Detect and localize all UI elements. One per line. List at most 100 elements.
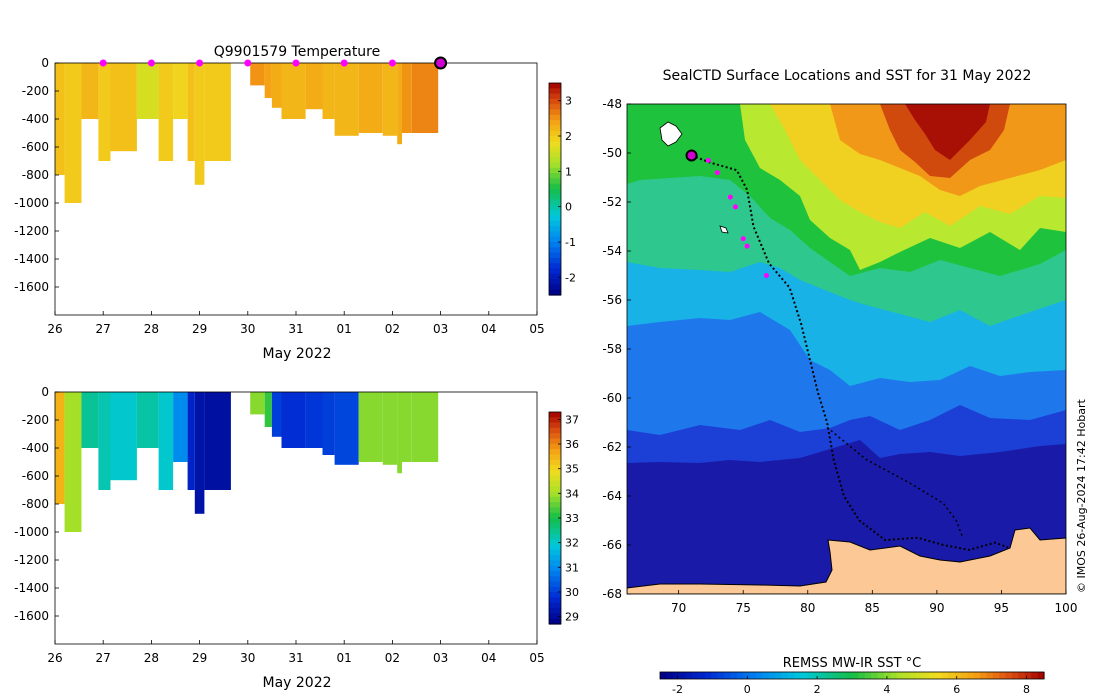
salinity-colorbar-segment xyxy=(549,528,561,535)
sst-colorbar-segment xyxy=(775,672,783,679)
sst-colorbar-segment xyxy=(788,672,795,679)
map-lon-tick-label: 95 xyxy=(994,601,1009,615)
temperature-colorbar-segment xyxy=(549,215,561,222)
temperature-profile-cell xyxy=(98,63,111,161)
imos-watermark: © IMOS 26-Aug-2024 17:42 Hobart xyxy=(1075,399,1088,593)
salinity-colorbar-segment xyxy=(549,518,561,524)
temperature-colorbar-segment xyxy=(549,263,561,270)
map-lat-tick-label: -50 xyxy=(602,146,622,160)
profile-marker xyxy=(388,59,396,67)
profile-marker xyxy=(244,59,252,67)
salinity-y-tick-label: 0 xyxy=(41,385,49,399)
map-lon-tick-label: 75 xyxy=(736,601,751,615)
temperature-colorbar-segment xyxy=(549,220,561,227)
salinity-y-tick-label: -800 xyxy=(22,497,49,511)
salinity-y-tick-label: -600 xyxy=(22,469,49,483)
map-lon-tick-label: 70 xyxy=(671,601,686,615)
salinity-colorbar-segment xyxy=(549,533,561,540)
sst-colorbar-segment xyxy=(884,672,891,679)
temperature-x-tick-label: 30 xyxy=(240,322,255,336)
sst-colorbar-segment xyxy=(730,672,738,679)
profile-location-point xyxy=(727,194,733,200)
sst-colorbar-segment xyxy=(826,672,834,679)
salinity-panel: 0 -200 -400 -600 -800 -1000 -1200 -1400 -1600 26… xyxy=(14,385,579,691)
sst-colorbar-segment xyxy=(960,672,968,679)
salinity-colorbar-segment xyxy=(549,608,561,614)
temperature-xlabel: May 2022 xyxy=(262,346,331,362)
salinity-colorbar-segment xyxy=(549,571,561,577)
salinity-colorbar-segment xyxy=(549,459,561,466)
temperature-profile-cell xyxy=(305,63,323,110)
salinity-profiles xyxy=(55,392,439,532)
temperature-profile-cell xyxy=(397,63,402,145)
temperature-profile-cell xyxy=(173,63,188,119)
temperature-profile-cell xyxy=(281,63,306,119)
temperature-profile-cell xyxy=(81,63,99,119)
salinity-profile-cell xyxy=(358,392,383,462)
temperature-colorbar-segment xyxy=(549,273,561,280)
salinity-x-tick-label: 27 xyxy=(96,651,111,665)
salinity-y-tick-label: -1400 xyxy=(14,581,49,595)
temperature-colorbar-label: 1 xyxy=(565,165,572,178)
temperature-colorbar-segment xyxy=(549,199,561,206)
sst-colorbar-segment xyxy=(980,672,987,679)
sst-colorbar-segment xyxy=(1024,672,1032,679)
current-profile-marker xyxy=(434,56,448,70)
sst-colorbar-segment xyxy=(935,672,943,679)
salinity-colorbar-segment xyxy=(549,507,561,514)
salinity-profile-cell xyxy=(81,392,99,448)
salinity-colorbar-segment xyxy=(549,502,561,508)
temperature-x-ticks: 26 27 28 29 30 31 01 02 03 04 05 xyxy=(47,311,545,336)
temperature-profile-cell xyxy=(194,63,205,185)
salinity-colorbar-segment xyxy=(549,597,561,604)
temperature-profile-cell xyxy=(110,63,137,152)
sst-colorbar-segment xyxy=(922,672,930,679)
temperature-profile-cell xyxy=(158,63,174,161)
salinity-x-tick-label: 28 xyxy=(144,651,159,665)
sst-colorbar-segment xyxy=(877,672,885,679)
temperature-colorbar-segment xyxy=(549,189,561,195)
profile-locations xyxy=(685,149,769,278)
temperature-x-tick-label: 29 xyxy=(192,322,207,336)
temperature-x-tick-label: 27 xyxy=(96,322,111,336)
temperature-colorbar-segment xyxy=(549,289,561,296)
sst-colorbar-segment xyxy=(698,672,706,679)
temperature-colorbar-segment xyxy=(549,194,561,201)
salinity-x-tick-label: 26 xyxy=(47,651,62,665)
salinity-colorbar-segment xyxy=(549,427,561,434)
map-lat-tick-label: -68 xyxy=(602,587,622,601)
temperature-x-tick-label: 01 xyxy=(337,322,352,336)
map-lat-tick-label: -52 xyxy=(602,195,622,209)
map-lat-tick-label: -66 xyxy=(602,538,622,552)
salinity-colorbar-segment xyxy=(549,576,561,583)
sst-colorbar-segment xyxy=(839,672,847,679)
sst-colorbar-segment xyxy=(756,672,763,679)
temperature-profiles xyxy=(55,63,439,203)
salinity-profile-cell xyxy=(411,392,439,462)
salinity-colorbar-label: 33 xyxy=(565,512,579,525)
sst-colorbar-tick-label: 6 xyxy=(953,683,960,696)
salinity-colorbar-segment xyxy=(549,449,561,455)
salinity-y-ticks: 0 -200 -400 -600 -800 -1000 -1200 -1400 -1600 xyxy=(14,385,59,623)
salinity-y-tick-label: -1000 xyxy=(14,525,49,539)
sst-colorbar-segment xyxy=(1012,672,1019,679)
temperature-colorbar-label: 0 xyxy=(565,201,572,214)
profile-location-point xyxy=(714,170,720,176)
salinity-profile-cell xyxy=(402,392,412,462)
profile-location-point xyxy=(744,243,750,249)
temperature-profile-cell xyxy=(382,63,398,136)
current-location-point xyxy=(685,149,698,162)
salinity-colorbar-segment xyxy=(549,496,561,503)
temperature-profile-cell xyxy=(204,63,231,161)
salinity-colorbar-segment xyxy=(549,512,561,519)
temperature-y-tick-label: -600 xyxy=(22,140,49,154)
salinity-profile-cell xyxy=(158,392,174,490)
salinity-colorbar-segment xyxy=(549,475,561,482)
sst-colorbar-segment xyxy=(724,672,731,679)
sst-colorbar-segment xyxy=(717,672,725,679)
sst-colorbar-tick-label: 0 xyxy=(744,683,751,696)
sst-colorbar-tick-label: 2 xyxy=(814,683,821,696)
temperature-profile-cell xyxy=(264,63,272,98)
antarctica-landmass xyxy=(627,527,1066,594)
kerguelen-island xyxy=(659,121,683,147)
